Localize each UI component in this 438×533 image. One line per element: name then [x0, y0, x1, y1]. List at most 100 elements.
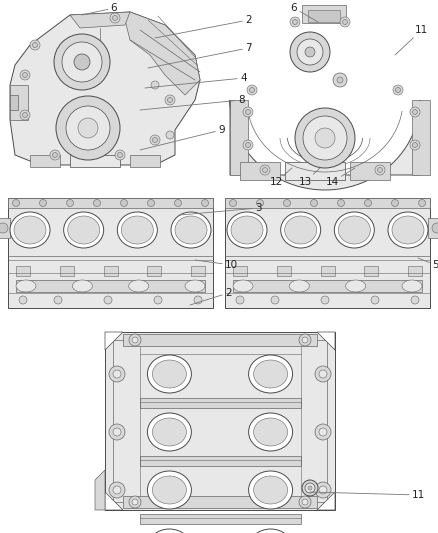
Circle shape — [247, 85, 257, 95]
Circle shape — [115, 150, 125, 160]
Circle shape — [109, 366, 125, 382]
Circle shape — [20, 110, 30, 120]
Circle shape — [343, 20, 347, 25]
Circle shape — [299, 334, 311, 346]
Circle shape — [22, 72, 28, 77]
Bar — [364, 266, 378, 276]
Polygon shape — [105, 492, 123, 510]
Circle shape — [290, 17, 300, 27]
Circle shape — [113, 15, 117, 20]
Circle shape — [260, 165, 270, 175]
Circle shape — [392, 199, 399, 206]
Circle shape — [166, 131, 174, 139]
Circle shape — [120, 199, 127, 206]
Circle shape — [319, 486, 327, 494]
Circle shape — [305, 47, 315, 57]
Ellipse shape — [72, 280, 92, 292]
Text: 14: 14 — [325, 168, 355, 187]
Ellipse shape — [249, 471, 293, 509]
Polygon shape — [95, 470, 105, 510]
Text: 8: 8 — [140, 95, 245, 110]
Ellipse shape — [285, 216, 317, 244]
Ellipse shape — [249, 355, 293, 393]
Bar — [123, 334, 317, 346]
Circle shape — [305, 483, 315, 493]
Circle shape — [150, 135, 160, 145]
Circle shape — [315, 128, 335, 148]
Ellipse shape — [290, 280, 309, 292]
Circle shape — [154, 296, 162, 304]
Circle shape — [236, 296, 244, 304]
Polygon shape — [125, 12, 200, 95]
Circle shape — [54, 296, 62, 304]
Circle shape — [413, 109, 417, 115]
Circle shape — [299, 496, 311, 508]
Bar — [8, 198, 213, 208]
Circle shape — [375, 165, 385, 175]
Circle shape — [315, 482, 331, 498]
Ellipse shape — [121, 216, 153, 244]
Ellipse shape — [67, 216, 100, 244]
Circle shape — [22, 112, 28, 117]
Circle shape — [378, 167, 382, 173]
Bar — [233, 280, 422, 292]
Circle shape — [66, 106, 110, 150]
Circle shape — [319, 428, 327, 436]
Circle shape — [67, 199, 74, 206]
Ellipse shape — [152, 418, 187, 446]
Ellipse shape — [346, 280, 366, 292]
Bar — [191, 266, 205, 276]
Circle shape — [250, 87, 254, 93]
Circle shape — [109, 482, 125, 498]
Ellipse shape — [148, 355, 191, 393]
Circle shape — [19, 296, 27, 304]
Circle shape — [32, 43, 38, 47]
Circle shape — [201, 199, 208, 206]
Circle shape — [319, 370, 327, 378]
Circle shape — [54, 34, 110, 90]
Bar — [103, 266, 117, 276]
Circle shape — [432, 223, 438, 233]
Ellipse shape — [231, 216, 263, 244]
Circle shape — [302, 480, 318, 496]
Circle shape — [257, 199, 264, 206]
Circle shape — [246, 142, 251, 148]
Circle shape — [152, 138, 158, 142]
Text: 6: 6 — [291, 3, 318, 22]
Bar — [123, 496, 317, 508]
Polygon shape — [105, 332, 123, 350]
Circle shape — [110, 13, 120, 23]
Circle shape — [308, 486, 312, 490]
Circle shape — [167, 98, 173, 102]
Circle shape — [243, 140, 253, 150]
Text: 2: 2 — [190, 288, 232, 305]
Circle shape — [132, 499, 138, 505]
Ellipse shape — [249, 529, 293, 533]
Bar — [139, 514, 300, 524]
Polygon shape — [317, 332, 335, 350]
Circle shape — [333, 73, 347, 87]
Circle shape — [293, 20, 297, 25]
Ellipse shape — [152, 476, 187, 504]
Ellipse shape — [254, 360, 288, 388]
Circle shape — [364, 199, 371, 206]
Circle shape — [13, 199, 20, 206]
Bar — [8, 198, 213, 308]
Bar — [230, 100, 248, 175]
Polygon shape — [10, 12, 200, 165]
Bar — [30, 155, 60, 167]
Ellipse shape — [392, 216, 424, 244]
Ellipse shape — [338, 216, 371, 244]
Circle shape — [302, 337, 308, 343]
Bar — [60, 266, 74, 276]
Circle shape — [132, 337, 138, 343]
Text: 11: 11 — [310, 490, 425, 500]
Ellipse shape — [402, 280, 422, 292]
Bar — [130, 155, 160, 167]
Ellipse shape — [64, 212, 104, 248]
Circle shape — [311, 199, 318, 206]
Circle shape — [337, 77, 343, 83]
Circle shape — [243, 107, 253, 117]
Circle shape — [396, 87, 400, 93]
Polygon shape — [317, 492, 335, 510]
